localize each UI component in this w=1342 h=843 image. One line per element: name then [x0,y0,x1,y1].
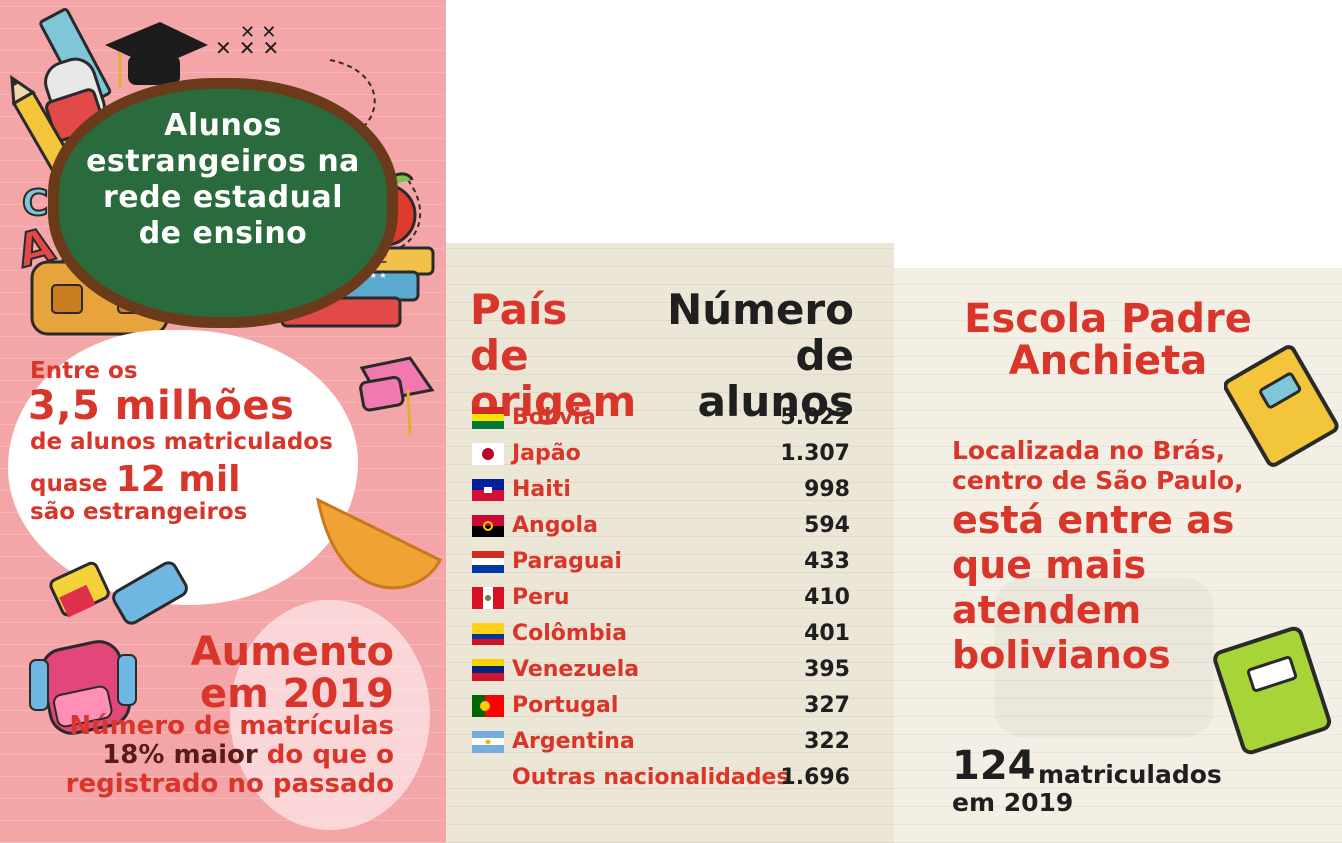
intro-number: 12 mil [115,459,241,500]
notebook-green-icon [1213,626,1332,755]
student-count: 401 [804,621,850,646]
intro-line-1: Entre os [30,358,138,384]
notebook-yellow-icon [1224,345,1339,467]
protractor-icon [315,497,443,590]
school-panel: Escola Padre Anchieta Localizada no Brás… [894,268,1342,843]
student-count: 327 [804,693,850,718]
country-name: Colômbia [512,621,627,646]
angola-flag-icon [472,515,504,537]
country-name: Haiti [512,477,571,502]
intro-quase: quase [30,471,108,497]
svg-text:★ ★ ★: ★ ★ ★ [360,271,387,280]
venezuela-flag-icon [472,659,504,681]
table-row: Japão 1.307 [472,436,850,472]
chalkboard [48,78,398,328]
student-count: 1.696 [780,765,850,790]
colombia-flag-icon [472,623,504,645]
table-row: Colômbia 401 [472,616,850,652]
country-name: Angola [512,513,598,538]
country-name: Peru [512,585,570,610]
table-row: Peru 410 [472,580,850,616]
paraguay-flag-icon [472,551,504,573]
student-count: 594 [804,513,850,538]
header-country: País de origem [470,285,637,426]
intro-line-3: de alunos matriculados [30,429,333,455]
student-count: 998 [804,477,850,502]
country-name: Outras nacionalidades [512,765,790,790]
table-row: Angola 594 [472,508,850,544]
enrolled-year: em 2019 [952,788,1074,817]
table-row: Venezuela 395 [472,652,850,688]
school-title: Escola Padre Anchieta [964,296,1252,384]
student-count: 1.307 [780,441,850,466]
student-count: 322 [804,729,850,754]
table-row: Paraguai 433 [472,544,850,580]
bolivia-flag-icon [472,407,504,429]
portugal-flag-icon [472,695,504,717]
increase-text: Número de matrículas 18% maior do que o … [54,712,394,799]
country-name: Venezuela [512,657,640,682]
increase-title-2: em 2019 [199,671,394,717]
header-count: Número de alunos [667,285,854,426]
enrolled-number: 124 [952,743,1036,789]
country-name: Portugal [512,693,619,718]
country-name: Paraguai [512,549,622,574]
white-bubble [8,330,358,605]
backpack-icon [29,640,137,735]
glue-tube-icon [112,561,188,625]
school-location: Localizada no Brás, centro de São Paulo, [952,436,1244,495]
haiti-flag-icon [472,479,504,501]
svg-text:✕ ✕: ✕ ✕ [240,22,276,43]
table-row: Argentina 322 [472,724,850,760]
page-title: Alunos estrangeiros na rede estadual de … [86,108,360,251]
left-panel: ✕ ✕ ✕ ✕ ✕ A B C ★ ★ ★ ABC Alunos estrang… [0,0,446,843]
intro-highlight: 3,5 milhões [28,383,295,429]
table-row: Portugal 327 [472,688,850,724]
table-row: Outras nacionalidades 1.696 [472,760,850,796]
increase-text-b: do que o registrado no passado [65,740,394,799]
student-count: 395 [804,657,850,682]
country-name: Bolívia [512,405,596,430]
eraser-small-icon [49,561,110,618]
table-panel: País de origem Número de alunos Bolívia 5… [446,243,894,843]
svg-text:✕ ✕ ✕: ✕ ✕ ✕ [215,36,279,60]
country-name: Japão [512,441,581,466]
school-highlight: está entre as que mais atendem boliviano… [952,498,1235,677]
enrolled-label: matriculados [1038,760,1222,789]
pink-cap-icon [359,356,435,436]
increase-highlight: 18% maior [102,740,258,770]
intro-line-5: são estrangeiros [30,499,248,525]
student-count: 410 [804,585,850,610]
student-count: 5.022 [780,405,850,430]
white-bubble-lower [230,600,430,830]
intro-line-4: quase 12 mil [30,460,241,504]
japan-flag-icon [472,443,504,465]
supplies-mid-illustration [29,356,443,735]
country-name: Argentina [512,729,635,754]
svg-text:C: C [22,183,48,224]
graduation-cap-icon [105,22,208,88]
student-count: 433 [804,549,850,574]
table-row: Bolívia 5.022 [472,400,850,436]
table-row: Haiti 998 [472,472,850,508]
increase-text-a: Número de matrículas [69,711,394,741]
peru-flag-icon [472,587,504,609]
argentina-flag-icon [472,731,504,753]
increase-title-1: Aumento [190,629,394,675]
